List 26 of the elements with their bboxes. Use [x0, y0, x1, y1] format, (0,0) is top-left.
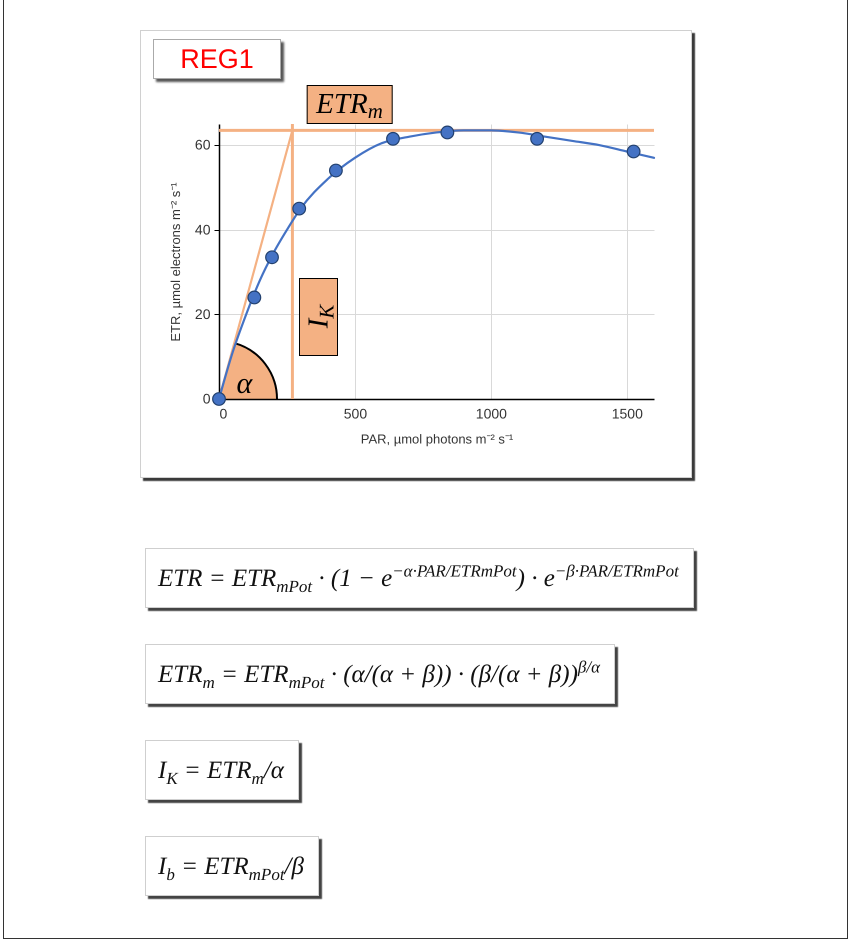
y-tick-label: 40	[194, 221, 211, 238]
text: ETR$_{m}$ = ETR$_{mPot}$ · (α/(α + β)) · (β/(α + β))$^{β/α}$	[145, 644, 616, 704]
point	[292, 202, 306, 216]
x-tick-label: 500	[344, 406, 368, 422]
x-tick-label: 1000	[476, 406, 508, 422]
point	[247, 290, 262, 304]
x-tick-label: 1500	[612, 406, 644, 422]
annotation: α	[236, 366, 252, 401]
point	[440, 126, 454, 140]
point	[212, 392, 226, 406]
y-axis-title: ETR, µmol electrons m⁻² s⁻¹	[168, 182, 183, 342]
y-tick-label: 0	[202, 390, 211, 406]
chart-title: REG1	[153, 39, 281, 79]
x-tick-label: 0	[220, 406, 228, 422]
point	[328, 164, 343, 178]
y-tick-label: 20	[194, 306, 211, 322]
text: ETR = ETR$_{mPot}$ · (1 − e$^{−α·PAR/ETRmPot}$) · e$^{−β·PAR/ETRmPot}$	[145, 548, 694, 608]
point	[530, 132, 544, 146]
point	[626, 144, 641, 158]
x-axis-title: PAR, µmol photons m⁻² s⁻¹	[360, 432, 514, 446]
ref-line-label: ETR$_{m}$	[306, 85, 393, 124]
text: I$_{b}$ = ETR$_{mPot}$/β	[145, 836, 319, 896]
y-tick-label: 60	[194, 136, 211, 153]
point	[386, 132, 400, 146]
text: I$_{K}$ = ETR$_{m}$/α	[145, 740, 299, 800]
point	[265, 250, 279, 264]
